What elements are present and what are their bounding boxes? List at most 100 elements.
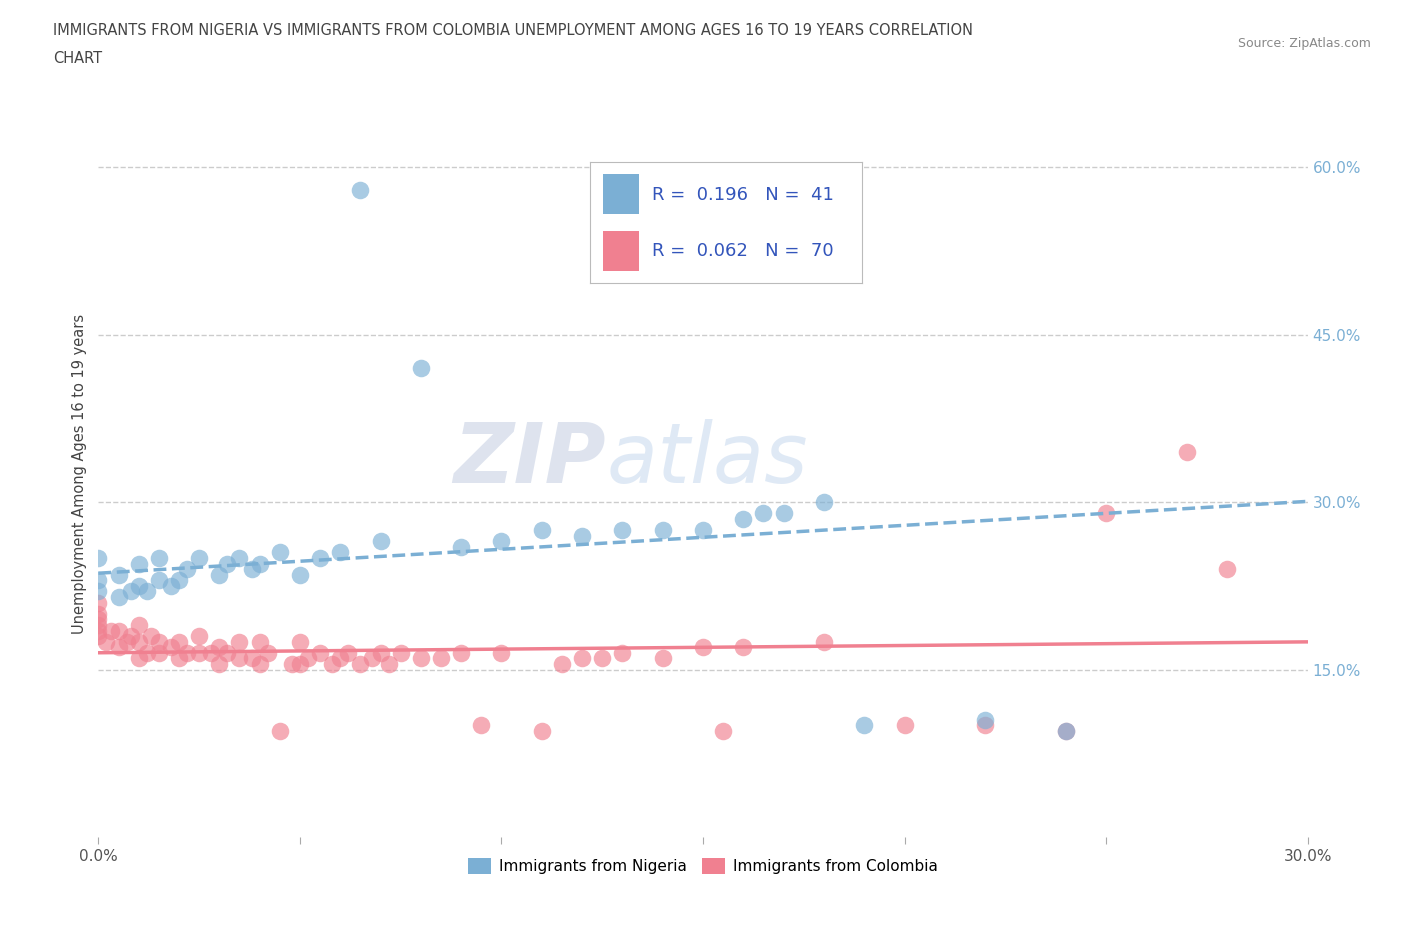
Point <box>491 534 513 549</box>
Point <box>160 578 183 593</box>
Point <box>240 651 263 666</box>
Point <box>100 623 122 638</box>
Point <box>249 634 271 649</box>
Point <box>87 618 110 632</box>
Point <box>813 634 835 649</box>
Point <box>853 718 876 733</box>
Point <box>813 495 835 510</box>
Point <box>148 551 170 565</box>
Point <box>228 551 250 565</box>
Point <box>491 645 513 660</box>
Point <box>208 567 231 582</box>
Point <box>135 584 157 599</box>
Point <box>591 651 613 666</box>
Point <box>450 539 472 554</box>
Point <box>309 551 332 565</box>
Point <box>167 634 190 649</box>
Bar <box>603 232 638 272</box>
Point <box>208 657 231 671</box>
Point <box>176 645 198 660</box>
Point <box>128 634 150 649</box>
Point <box>107 640 129 655</box>
Point <box>450 645 472 660</box>
Legend: Immigrants from Nigeria, Immigrants from Colombia: Immigrants from Nigeria, Immigrants from… <box>463 852 943 880</box>
Point <box>752 506 775 521</box>
Point <box>188 645 211 660</box>
Point <box>281 657 304 671</box>
Point <box>893 718 915 733</box>
Point <box>269 724 291 738</box>
Point <box>120 629 142 644</box>
Point <box>530 724 553 738</box>
Point <box>409 361 432 376</box>
Point <box>120 584 142 599</box>
Point <box>87 623 110 638</box>
Point <box>87 595 110 610</box>
Point <box>135 645 157 660</box>
Point <box>733 512 755 526</box>
Point <box>349 182 371 197</box>
Point <box>337 645 360 660</box>
Point <box>711 724 734 738</box>
Point <box>551 657 574 671</box>
Point <box>217 645 239 660</box>
Point <box>974 712 997 727</box>
Point <box>733 640 755 655</box>
Point <box>288 634 311 649</box>
Point <box>772 506 794 521</box>
Point <box>612 523 634 538</box>
Text: IMMIGRANTS FROM NIGERIA VS IMMIGRANTS FROM COLOMBIA UNEMPLOYMENT AMONG AGES 16 T: IMMIGRANTS FROM NIGERIA VS IMMIGRANTS FR… <box>53 23 973 38</box>
Point <box>389 645 412 660</box>
Point <box>370 645 392 660</box>
Bar <box>603 174 638 214</box>
Point <box>288 657 311 671</box>
Point <box>329 545 352 560</box>
Point <box>256 645 278 660</box>
Text: R =  0.062   N =  70: R = 0.062 N = 70 <box>652 242 834 259</box>
Point <box>176 562 198 577</box>
Point <box>148 645 170 660</box>
Text: ZIP: ZIP <box>454 419 606 500</box>
Point <box>692 640 714 655</box>
Point <box>87 573 110 588</box>
Point <box>87 606 110 621</box>
Point <box>1095 506 1118 521</box>
Point <box>200 645 222 660</box>
Point <box>87 584 110 599</box>
Point <box>1216 562 1239 577</box>
Point <box>107 567 129 582</box>
Point <box>167 651 190 666</box>
Point <box>217 556 239 571</box>
Point <box>370 534 392 549</box>
Text: CHART: CHART <box>53 51 103 66</box>
Point <box>228 634 250 649</box>
Point <box>148 573 170 588</box>
Point <box>107 623 129 638</box>
Point <box>228 651 250 666</box>
Point <box>87 612 110 627</box>
Point <box>651 651 673 666</box>
Point <box>269 545 291 560</box>
Point <box>1175 445 1198 459</box>
Point <box>87 629 110 644</box>
Point <box>249 657 271 671</box>
Point <box>409 651 432 666</box>
Point <box>1054 724 1077 738</box>
Text: R =  0.196   N =  41: R = 0.196 N = 41 <box>652 186 834 204</box>
Point <box>128 651 150 666</box>
Point <box>160 640 183 655</box>
Point <box>208 640 231 655</box>
Point <box>349 657 371 671</box>
Point <box>377 657 399 671</box>
Text: atlas: atlas <box>606 419 808 500</box>
Point <box>188 551 211 565</box>
Point <box>87 551 110 565</box>
Point <box>128 578 150 593</box>
Point <box>167 573 190 588</box>
Point <box>288 567 311 582</box>
Point <box>612 645 634 660</box>
Point <box>148 634 170 649</box>
Point <box>571 528 593 543</box>
Point <box>249 556 271 571</box>
Point <box>297 651 319 666</box>
